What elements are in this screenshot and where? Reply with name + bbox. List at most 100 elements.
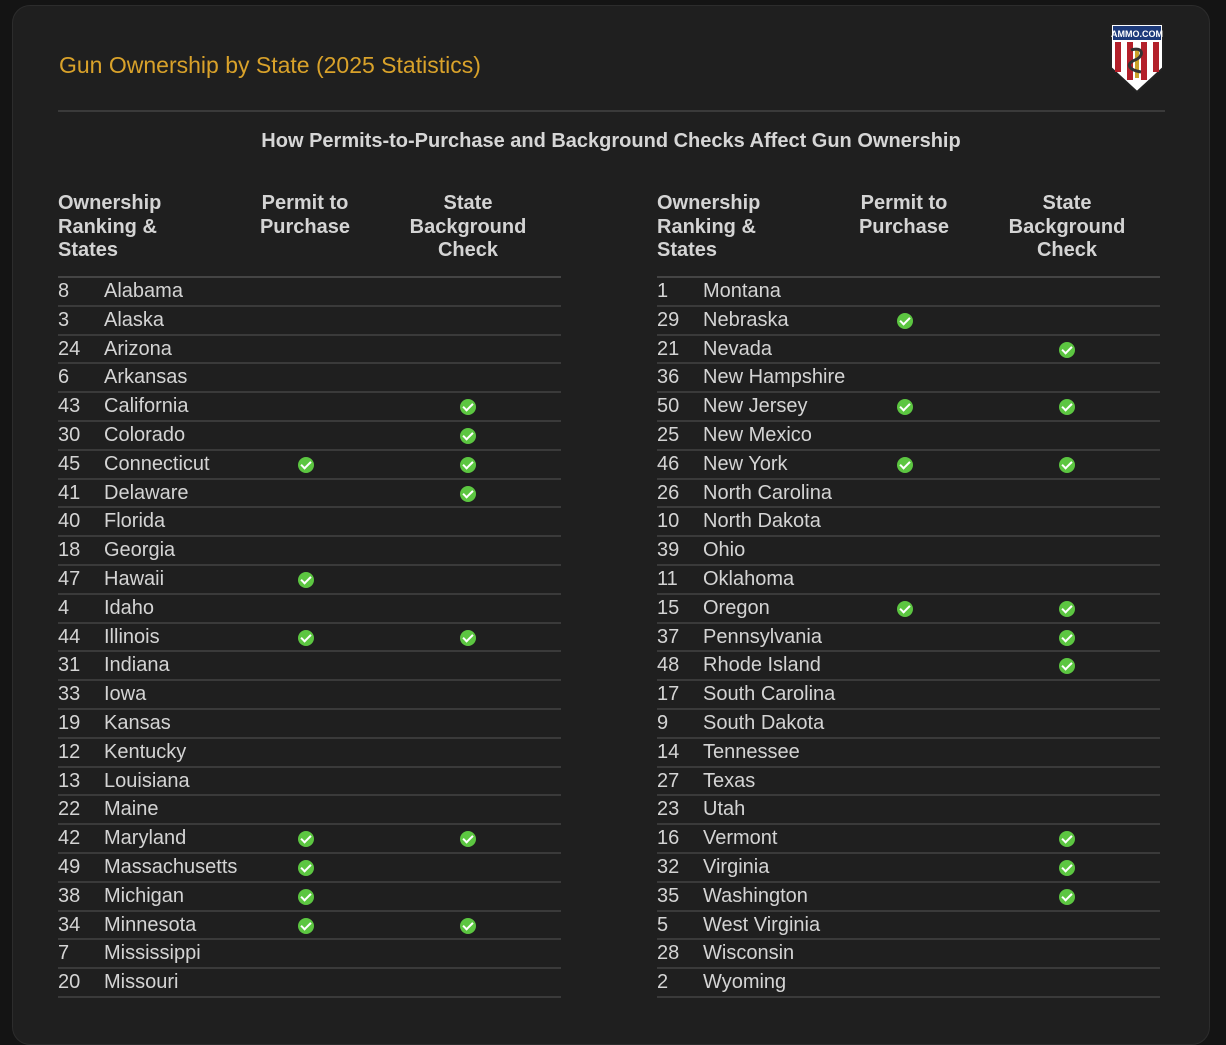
table-row: 37 Pennsylvania <box>657 624 1160 653</box>
state-name: Wisconsin <box>703 942 795 965</box>
header-background-check: State Background Check <box>1008 192 1126 261</box>
rank: 2 <box>657 971 669 994</box>
rank: 30 <box>58 423 81 446</box>
table-row: 29 Nebraska <box>657 307 1160 336</box>
state-name: Vermont <box>703 827 778 850</box>
state-name: Texas <box>703 769 756 792</box>
table-row: 24 Arizona <box>58 336 561 365</box>
table-row: 1 Montana <box>657 278 1160 307</box>
table-row: 31 Indiana <box>58 652 561 682</box>
table-row: 7 Mississippi <box>58 940 561 970</box>
background-check-icon <box>1059 399 1075 416</box>
rank: 50 <box>657 395 680 418</box>
rank: 21 <box>657 337 680 360</box>
rank: 29 <box>657 308 680 331</box>
table-row: 39 Ohio <box>657 537 1160 566</box>
state-name: Idaho <box>104 596 155 619</box>
table-row: 9 South Dakota <box>657 710 1160 739</box>
table-row: 11 Oklahoma <box>657 566 1160 595</box>
table-row: 27 Texas <box>657 768 1160 797</box>
permit-check-icon <box>897 600 913 617</box>
state-name: Kentucky <box>104 740 187 763</box>
table-row: 42 Maryland <box>58 825 561 854</box>
permit-check-icon <box>298 629 314 646</box>
permit-check-icon <box>897 312 913 329</box>
background-check-icon <box>460 831 476 848</box>
rank: 23 <box>657 798 680 821</box>
background-check-icon <box>460 456 476 473</box>
state-name: Georgia <box>104 539 176 562</box>
state-name: Michigan <box>104 884 185 907</box>
rank: 10 <box>657 510 680 533</box>
rank: 18 <box>58 539 81 562</box>
header-background-check: State Background Check <box>409 192 527 261</box>
state-name: North Carolina <box>703 481 832 504</box>
permit-check-icon <box>298 859 314 876</box>
table-row: 36 New Hampshire <box>657 364 1160 394</box>
rank: 17 <box>657 683 680 706</box>
rank: 47 <box>58 567 81 590</box>
background-check-icon <box>1059 456 1075 473</box>
state-name: North Dakota <box>703 510 821 533</box>
rank: 44 <box>58 625 81 648</box>
rank: 46 <box>657 452 680 475</box>
state-name: Louisiana <box>104 769 190 792</box>
table-row: 34 Minnesota <box>58 912 561 941</box>
state-name: Oregon <box>703 596 770 619</box>
rank: 34 <box>58 913 81 936</box>
rank: 4 <box>58 596 70 619</box>
state-name: Tennessee <box>703 740 800 763</box>
rank: 41 <box>58 481 81 504</box>
permit-check-icon <box>298 831 314 848</box>
rank: 14 <box>657 740 680 763</box>
rank: 19 <box>58 711 81 734</box>
state-name: Mississippi <box>104 942 201 965</box>
rank: 7 <box>58 942 70 965</box>
state-name: California <box>104 395 189 418</box>
state-name: Arkansas <box>104 366 188 389</box>
title-divider <box>58 110 1165 112</box>
state-name: Oklahoma <box>703 567 795 590</box>
state-name: Ohio <box>703 539 746 562</box>
table-row: 47 Hawaii <box>58 566 561 595</box>
rank: 38 <box>58 884 81 907</box>
state-name: New Jersey <box>703 395 808 418</box>
background-check-icon <box>1059 831 1075 848</box>
background-check-icon <box>1059 888 1075 905</box>
background-check-icon <box>1059 341 1075 358</box>
background-check-icon <box>460 917 476 934</box>
table-row: 19 Kansas <box>58 710 561 739</box>
background-check-icon <box>460 629 476 646</box>
svg-text:AMMO.COM: AMMO.COM <box>1111 29 1163 39</box>
state-name: Colorado <box>104 423 186 446</box>
rank: 35 <box>657 884 680 907</box>
table-row: 18 Georgia <box>58 537 561 566</box>
background-check-icon <box>1059 859 1075 876</box>
table-row: 10 North Dakota <box>657 508 1160 538</box>
rank: 1 <box>657 280 669 302</box>
permit-check-icon <box>298 456 314 473</box>
state-name: Pennsylvania <box>703 625 822 648</box>
header-permit: Permit to Purchase <box>858 192 950 238</box>
table-row: 20 Missouri <box>58 969 561 998</box>
background-check-icon <box>460 485 476 502</box>
table-row: 35 Washington <box>657 883 1160 912</box>
table-row: 50 New Jersey <box>657 393 1160 422</box>
state-name: Kansas <box>104 711 171 734</box>
subtitle: How Permits-to-Purchase and Background C… <box>261 130 961 152</box>
state-name: South Dakota <box>703 711 825 734</box>
table-row: 6 Arkansas <box>58 364 561 394</box>
permit-check-icon <box>897 456 913 473</box>
state-name: New Hampshire <box>703 366 846 389</box>
table-row: 16 Vermont <box>657 825 1160 854</box>
states-table-left: Ownership Ranking & States Permit to Pur… <box>58 192 561 998</box>
state-name: New Mexico <box>703 423 812 446</box>
table-row: 8 Alabama <box>58 278 561 307</box>
state-name: Connecticut <box>104 452 210 475</box>
table-row: 15 Oregon <box>657 595 1160 624</box>
rank: 15 <box>657 596 680 619</box>
rank: 40 <box>58 510 81 533</box>
rank: 45 <box>58 452 81 475</box>
rank: 27 <box>657 769 680 792</box>
table-row: 33 Iowa <box>58 681 561 710</box>
